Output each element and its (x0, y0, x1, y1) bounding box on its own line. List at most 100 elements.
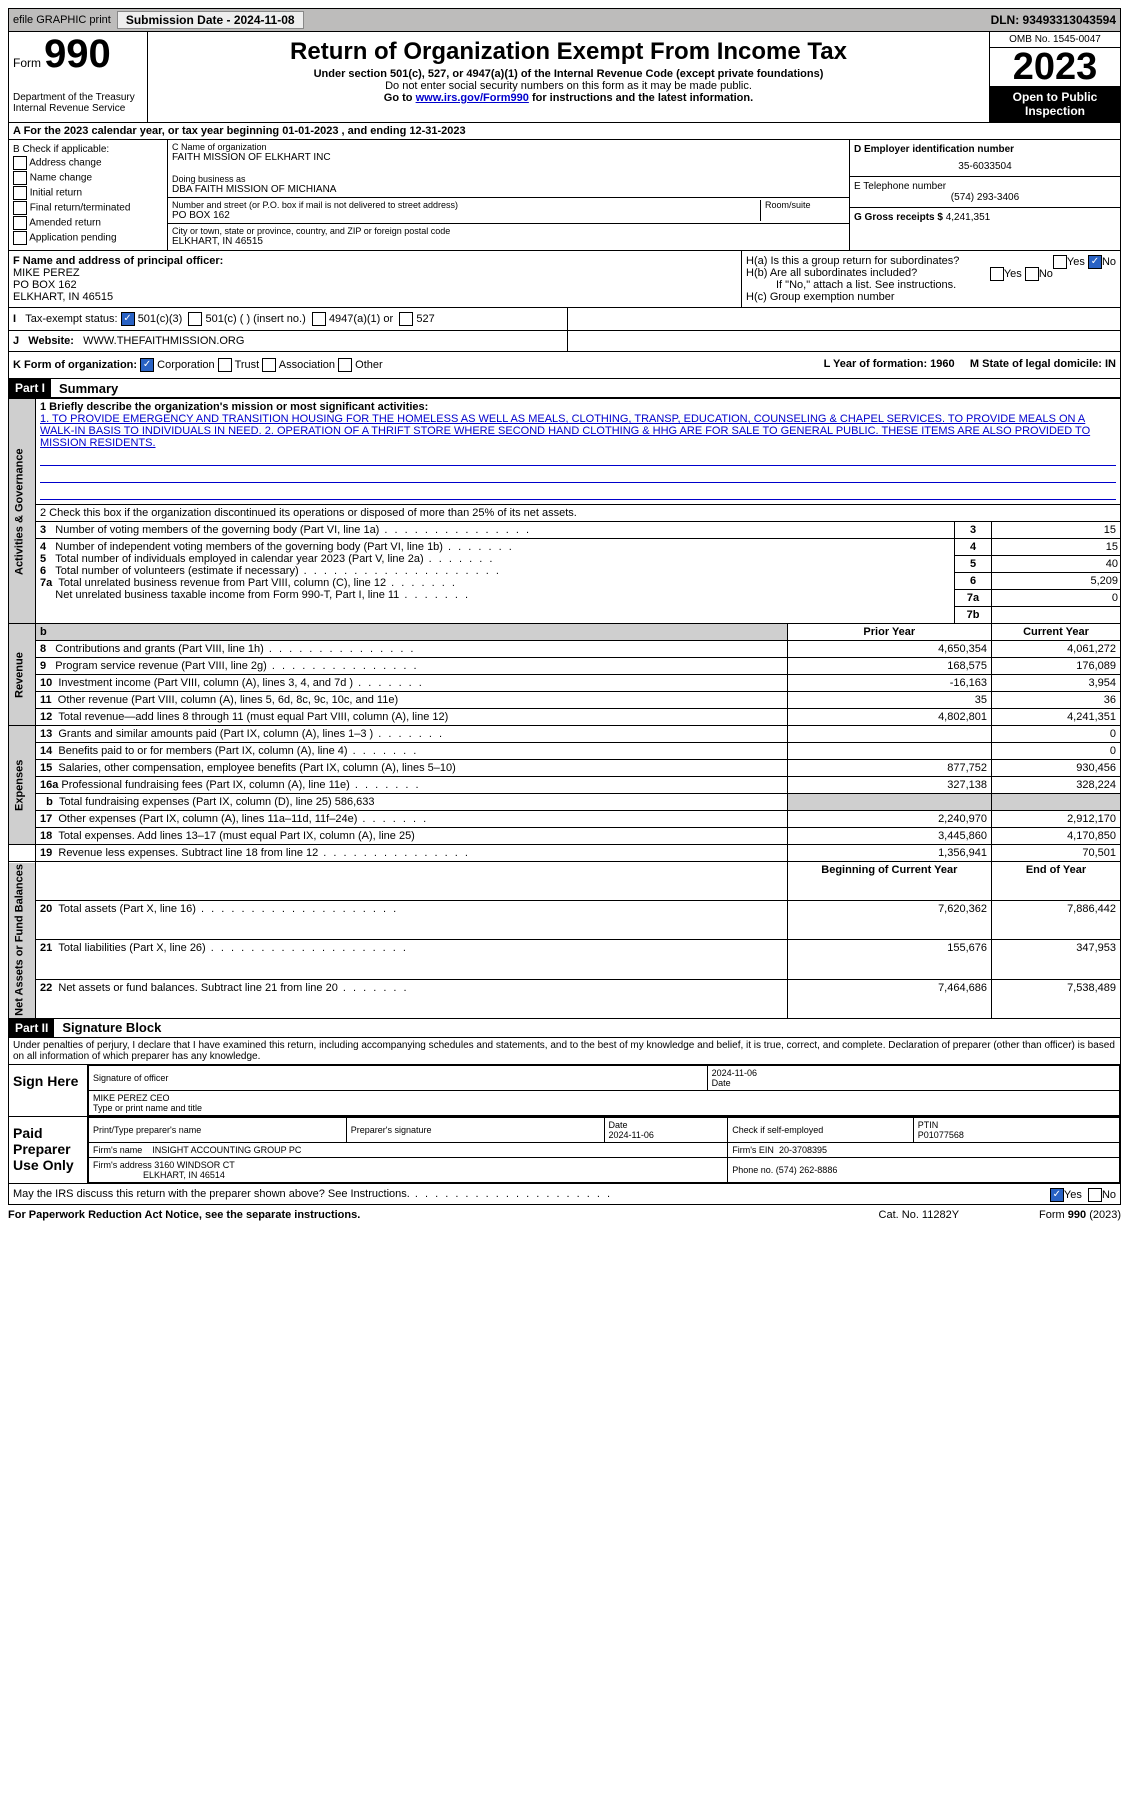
h-c-label: H(c) Group exemption number (746, 291, 1116, 303)
line21-text: Total liabilities (Part X, line 26) (58, 942, 408, 954)
check-501c3[interactable]: ✓ (121, 312, 135, 326)
gross-value: 4,241,351 (946, 212, 991, 223)
submission-date-button[interactable]: Submission Date - 2024-11-08 (117, 11, 304, 29)
form-number: 990 (44, 32, 111, 76)
line20-prior: 7,620,362 (787, 901, 991, 940)
footer-mid: Cat. No. 11282Y (879, 1209, 960, 1221)
page-footer: For Paperwork Reduction Act Notice, see … (8, 1205, 1121, 1225)
column-b: B Check if applicable: Address change Na… (9, 140, 168, 250)
check-amended[interactable]: Amended return (13, 216, 163, 230)
line10-prior: -16,163 (787, 675, 991, 692)
row-j: J Website: WWW.THEFAITHMISSION.ORG (8, 331, 1121, 352)
check-name-change[interactable]: Name change (13, 171, 163, 185)
goto-pre: Go to (384, 92, 416, 104)
line22-current: 7,538,489 (992, 979, 1121, 1018)
line9-current: 176,089 (992, 658, 1121, 675)
line17-prior: 2,240,970 (787, 811, 991, 828)
line14-current: 0 (992, 743, 1121, 760)
mission-text: 1. TO PROVIDE EMERGENCY AND TRANSITION H… (40, 413, 1090, 449)
ha-yes[interactable] (1053, 255, 1067, 269)
revenue-label: Revenue (9, 624, 36, 726)
check-501c[interactable] (188, 312, 202, 326)
check-trust[interactable] (218, 358, 232, 372)
officer-label: F Name and address of principal officer: (13, 255, 223, 267)
hb-no[interactable] (1025, 267, 1039, 281)
firm-city: ELKHART, IN 46514 (143, 1170, 225, 1180)
line19-current: 70,501 (992, 845, 1121, 862)
form-label: Form (13, 56, 41, 70)
check-4947[interactable] (312, 312, 326, 326)
line10-current: 3,954 (992, 675, 1121, 692)
state-domicile: M State of legal domicile: IN (970, 358, 1116, 370)
line7b-text: Net unrelated business taxable income fr… (55, 589, 470, 601)
tax-year: 2023 (990, 48, 1120, 86)
check-527[interactable] (399, 312, 413, 326)
sign-here-label: Sign Here (9, 1065, 88, 1116)
prep-name-label: Print/Type preparer's name (89, 1117, 347, 1142)
year-formation: L Year of formation: 1960 (824, 358, 955, 370)
principal-officer: F Name and address of principal officer:… (9, 251, 741, 307)
line14-prior (787, 743, 991, 760)
prep-sig-label: Preparer's signature (346, 1117, 604, 1142)
hb-yes[interactable] (990, 267, 1004, 281)
line11-text: Other revenue (Part VIII, column (A), li… (58, 694, 398, 706)
perjury-statement: Under penalties of perjury, I declare th… (8, 1038, 1121, 1065)
blank-line-1 (40, 451, 1116, 466)
h-b-label: H(b) Are all subordinates included? (746, 267, 917, 279)
line12-prior: 4,802,801 (787, 709, 991, 726)
prior-year-header: Prior Year (787, 624, 991, 641)
part2-header: Part II (9, 1019, 54, 1037)
firm-name-label: Firm's name (93, 1145, 142, 1155)
line14-text: Benefits paid to or for members (Part IX… (58, 745, 418, 757)
discuss-no[interactable] (1088, 1188, 1102, 1202)
form990-link[interactable]: www.irs.gov/Form990 (416, 92, 529, 104)
line15-current: 930,456 (992, 760, 1121, 777)
section-bcd: B Check if applicable: Address change Na… (8, 140, 1121, 251)
firm-phone-label: Phone no. (732, 1165, 773, 1175)
top-bar: efile GRAPHIC print Submission Date - 20… (8, 8, 1121, 32)
goto-post: for instructions and the latest informat… (532, 92, 753, 104)
signature-block: Sign Here Signature of officer 2024-11-0… (8, 1065, 1121, 1184)
line4-val: 15 (992, 539, 1120, 556)
header-mid: Return of Organization Exempt From Incom… (148, 32, 989, 122)
q2-text: 2 Check this box if the organization dis… (36, 505, 1121, 522)
line7b-num: 7b (955, 607, 991, 623)
check-other[interactable] (338, 358, 352, 372)
city-cell: City or town, state or province, country… (168, 224, 849, 249)
line20-text: Total assets (Part X, line 16) (58, 903, 398, 915)
firm-phone: (574) 262-8886 (776, 1165, 838, 1175)
sig-officer-label: Signature of officer (93, 1073, 703, 1083)
ein-cell: D Employer identification number 35-6033… (850, 140, 1120, 177)
blank-line-2 (40, 468, 1116, 483)
line16a-current: 328,224 (992, 777, 1121, 794)
paid-preparer-label: Paid Preparer Use Only (9, 1117, 88, 1183)
check-association[interactable] (262, 358, 276, 372)
check-initial-return[interactable]: Initial return (13, 186, 163, 200)
line7a-val: 0 (992, 590, 1120, 607)
line7a-text: Total unrelated business revenue from Pa… (58, 577, 457, 589)
footer-right: Form 990 (2023) (1039, 1209, 1121, 1221)
line21-current: 347,953 (992, 940, 1121, 979)
line3-val: 15 (992, 522, 1121, 539)
part1-title: Summary (59, 381, 118, 396)
line4-text: Number of independent voting members of … (55, 541, 513, 553)
line19-prior: 1,356,941 (787, 845, 991, 862)
dba-value: DBA FAITH MISSION OF MICHIANA (172, 184, 845, 195)
ha-no[interactable]: ✓ (1088, 255, 1102, 269)
discuss-row: May the IRS discuss this return with the… (8, 1184, 1121, 1205)
col-b-label: B Check if applicable: (13, 144, 163, 155)
line12-current: 4,241,351 (992, 709, 1121, 726)
subtitle-3: Go to www.irs.gov/Form990 for instructio… (152, 92, 985, 104)
part2-header-row: Part II Signature Block (8, 1019, 1121, 1038)
discuss-yes[interactable]: ✓ (1050, 1188, 1064, 1202)
check-application-pending[interactable]: Application pending (13, 231, 163, 245)
check-address-change[interactable]: Address change (13, 156, 163, 170)
check-final-return[interactable]: Final return/terminated (13, 201, 163, 215)
org-name-cell: C Name of organization FAITH MISSION OF … (168, 140, 849, 198)
gross-label: G Gross receipts $ (854, 212, 943, 223)
part1-header-row: Part I Summary (8, 379, 1121, 398)
check-corporation[interactable]: ✓ (140, 358, 154, 372)
line4-num: 4 (955, 539, 991, 556)
line18-text: Total expenses. Add lines 13–17 (must eq… (58, 830, 414, 842)
room-suite: Room/suite (760, 200, 845, 221)
